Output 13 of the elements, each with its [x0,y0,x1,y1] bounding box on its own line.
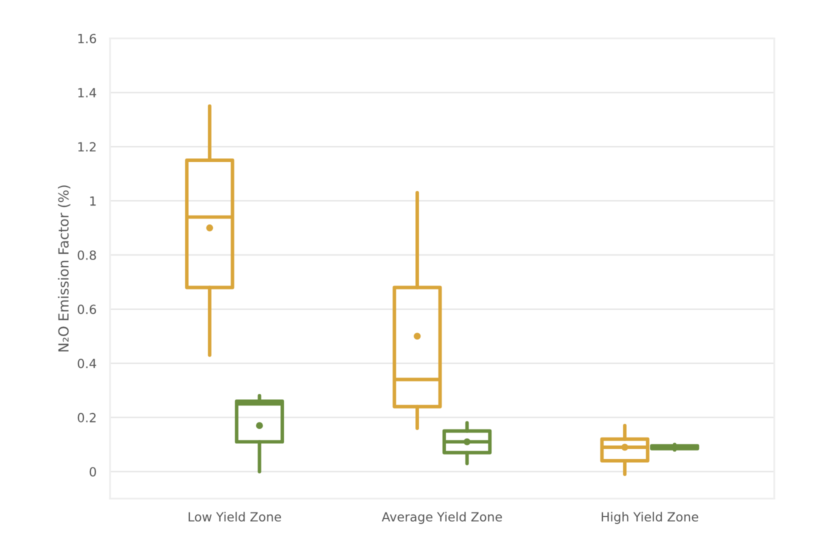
y-tick-label: 0.8 [78,250,96,260]
y-tick-label: 1.2 [78,142,96,152]
x-tick-label: Average Yield Zone [382,512,502,524]
y-tick-label: 0.6 [78,304,96,314]
y-tick-label: 1.4 [78,88,96,98]
y-tick-label: 0 [90,467,96,477]
y-tick-label: 1.6 [78,34,96,44]
x-tick-label: Low Yield Zone [188,512,281,522]
x-tick-label: High Yield Zone [602,512,698,524]
y-tick-label: 0.4 [78,358,96,368]
y-tick-label: 1 [90,196,96,206]
y-tick-label: 0.2 [78,412,96,422]
y-axis-title: N₂O Emission Factor (%) [58,185,70,352]
